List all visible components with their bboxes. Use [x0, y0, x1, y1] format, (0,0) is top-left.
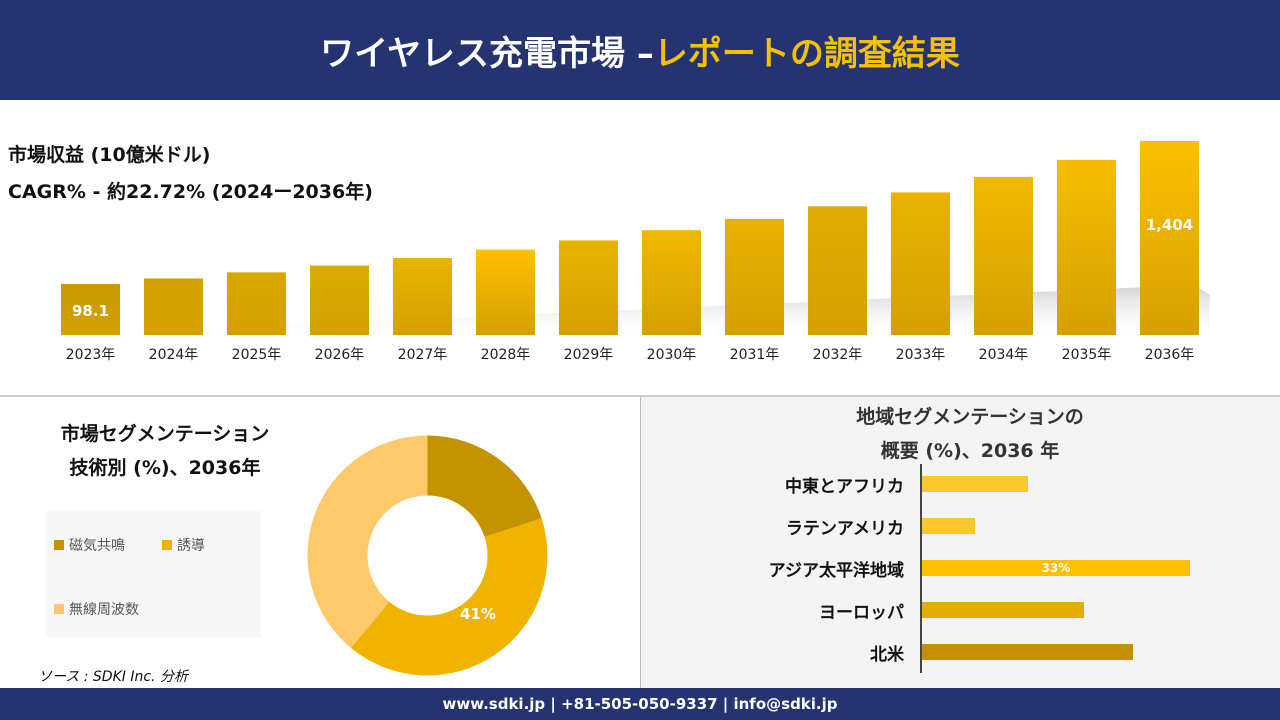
- tech-title-line2: 技術別 (%)、2036年: [69, 457, 261, 479]
- region-title-line2: 概要 (%)、2036 年: [880, 440, 1060, 462]
- bar-2028年: [476, 249, 535, 335]
- bar-2035年: [1057, 159, 1116, 335]
- x-tick-label: 2035年: [1062, 347, 1112, 363]
- legend-label: 磁気共鳴: [69, 538, 125, 554]
- bar-2036年: [1140, 141, 1199, 335]
- bar-2031年: [725, 218, 784, 335]
- x-tick-label: 2028年: [481, 347, 531, 363]
- x-tick-label: 2031年: [730, 347, 780, 363]
- divider: [0, 395, 1280, 397]
- bar-2030年: [642, 230, 701, 335]
- x-tick-label: 2033年: [896, 347, 946, 363]
- region-label: ヨーロッパ: [819, 603, 904, 623]
- bar-2024年: [144, 278, 203, 335]
- legend-item: 誘導: [162, 535, 205, 555]
- bar-2033年: [891, 192, 950, 335]
- legend-item: 磁気共鳴: [54, 535, 125, 555]
- tech-title-line1: 市場セグメンテーション: [60, 423, 270, 445]
- region-panel: [640, 397, 1280, 688]
- bar-2029年: [559, 240, 618, 335]
- bar-2032年: [808, 206, 867, 335]
- x-tick-label: 2036年: [1145, 347, 1195, 363]
- donut-slice-誘導: [351, 518, 548, 676]
- region-label: 中東とアフリカ: [785, 477, 904, 497]
- legend-swatch: [54, 604, 64, 614]
- bar-2025年: [227, 272, 286, 335]
- region-label: 北米: [870, 645, 904, 665]
- footer-contact: www.sdki.jp | +81-505-050-9337 | info@sd…: [0, 688, 1280, 720]
- title-sub: レポートの調査結果: [653, 33, 960, 74]
- legend-item: 無線周波数: [54, 599, 139, 619]
- legend-label: 無線周波数: [69, 602, 139, 618]
- bar-2034年: [974, 176, 1033, 335]
- region-bar: [922, 476, 1028, 492]
- donut-slice-磁気共鳴: [427, 435, 542, 537]
- bar-2027年: [393, 258, 452, 335]
- pie-legend: 磁気共鳴 誘導無線周波数: [46, 511, 261, 637]
- legend-swatch: [162, 540, 172, 550]
- x-tick-label: 2024年: [149, 347, 199, 363]
- region-segment-title: 地域セグメンテーションの 概要 (%)、2036 年: [800, 400, 1140, 468]
- region-bar: [922, 644, 1134, 660]
- header-banner: ワイヤレス充電市場 – レポートの調査結果: [0, 0, 1280, 100]
- region-title-line1: 地域セグメンテーションの: [856, 406, 1084, 428]
- data-label: 98.1: [72, 302, 109, 320]
- legend-label: 誘導: [177, 538, 205, 554]
- data-label: 1,404: [1146, 216, 1193, 234]
- region-bar: 33%: [922, 560, 1190, 576]
- revenue-bar-chart: 2023年 98.1 2024年 2025年 2026年 2027年 2028年 2029年 2…: [60, 141, 1210, 363]
- legend-swatch: [54, 540, 64, 550]
- region-label: アジア太平洋地域: [768, 561, 904, 581]
- tech-segment-title: 市場セグメンテーション 技術別 (%)、2036年: [30, 417, 300, 485]
- region-label: ラテンアメリカ: [785, 519, 904, 539]
- tech-donut-chart: 41%: [307, 435, 548, 676]
- donut-slice-無線周波数: [307, 435, 428, 648]
- x-tick-label: 2034年: [979, 347, 1029, 363]
- x-tick-label: 2023年: [66, 347, 116, 363]
- y-axis-line: [920, 464, 922, 673]
- x-tick-label: 2026年: [315, 347, 365, 363]
- region-bar: [922, 602, 1085, 618]
- revenue-title: 市場収益 (10億米ドル): [8, 144, 211, 166]
- title-main: ワイヤレス充電市場 –: [320, 33, 654, 74]
- cagr-text: CAGR% - 約22.72% (2024ー2036年): [8, 181, 373, 203]
- bar-2026年: [310, 265, 369, 335]
- x-tick-label: 2027年: [398, 347, 448, 363]
- x-tick-label: 2030年: [647, 347, 697, 363]
- source-note: ソース : SDKI Inc. 分析: [38, 669, 188, 685]
- x-tick-label: 2025年: [232, 347, 282, 363]
- x-tick-label: 2032年: [813, 347, 863, 363]
- region-bar: [922, 518, 975, 534]
- bar-2023年: [61, 284, 120, 335]
- donut-data-label: 41%: [460, 605, 496, 623]
- x-tick-label: 2029年: [564, 347, 614, 363]
